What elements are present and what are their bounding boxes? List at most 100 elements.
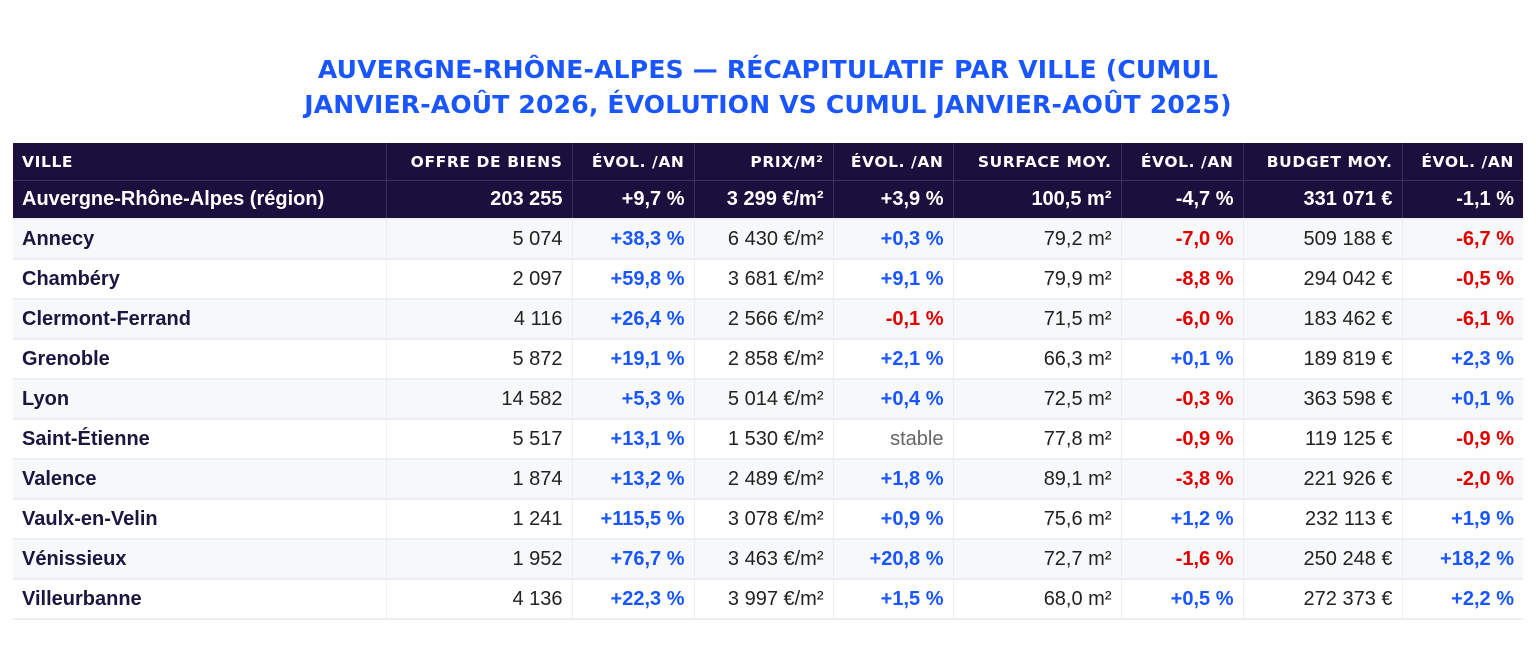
cell-ville: Grenoble — [13, 339, 387, 380]
cell-evol-offre: +26,4 % — [572, 299, 695, 340]
table-row: Vénissieux 1 952 +76,7 % 3 463 €/m² +20,8 % 7… — [13, 539, 1523, 580]
cell-offre: 1 241 — [386, 499, 573, 540]
cell-prix: 1 530 €/m² — [694, 419, 834, 460]
cell-evol-surface: -0,9 % — [1121, 419, 1244, 460]
cell-offre: 1 874 — [386, 459, 573, 500]
column-header-evol-surface: ÉVOL. /AN — [1121, 143, 1244, 181]
cell-evol-budget: +0,1 % — [1402, 379, 1523, 420]
cell-surface: 71,5 m² — [953, 299, 1122, 340]
cell-evol-surface: -4,7 % — [1121, 180, 1244, 220]
cell-offre: 14 582 — [386, 379, 573, 420]
column-header-offre: OFFRE DE BIENS — [386, 143, 573, 181]
cell-prix: 5 014 €/m² — [694, 379, 834, 420]
cell-ville: Valence — [13, 459, 387, 500]
cell-offre: 1 952 — [386, 539, 573, 580]
cell-prix: 3 681 €/m² — [694, 259, 834, 300]
cell-evol-surface: -6,0 % — [1121, 299, 1244, 340]
cell-offre: 5 074 — [386, 219, 573, 260]
cell-evol-surface: +0,5 % — [1121, 579, 1244, 620]
table-row: Clermont-Ferrand 4 116 +26,4 % 2 566 €/m² -0… — [13, 299, 1523, 340]
cell-budget: 119 125 € — [1243, 419, 1403, 460]
cell-evol-offre: +9,7 % — [572, 180, 695, 220]
cell-evol-prix: +2,1 % — [833, 339, 954, 380]
table-row: Vaulx-en-Velin 1 241 +115,5 % 3 078 €/m² +0,… — [13, 499, 1523, 540]
cell-surface: 72,7 m² — [953, 539, 1122, 580]
cell-surface: 100,5 m² — [953, 180, 1122, 220]
cell-evol-prix: +0,9 % — [833, 499, 954, 540]
cell-evol-surface: +1,2 % — [1121, 499, 1244, 540]
cell-budget: 331 071 € — [1243, 180, 1403, 220]
cell-budget: 509 188 € — [1243, 219, 1403, 260]
cell-evol-budget: -6,1 % — [1402, 299, 1523, 340]
header-row: VILLE OFFRE DE BIENS ÉVOL. /AN PRIX/M² É… — [13, 143, 1523, 181]
cell-evol-surface: -7,0 % — [1121, 219, 1244, 260]
column-header-ville: VILLE — [13, 143, 387, 181]
cell-evol-budget: +2,2 % — [1402, 579, 1523, 620]
cell-evol-offre: +76,7 % — [572, 539, 695, 580]
cell-ville: Chambéry — [13, 259, 387, 300]
cell-surface: 79,2 m² — [953, 219, 1122, 260]
cell-evol-surface: -8,8 % — [1121, 259, 1244, 300]
cell-ville: Lyon — [13, 379, 387, 420]
cell-evol-offre: +59,8 % — [572, 259, 695, 300]
cell-prix: 3 078 €/m² — [694, 499, 834, 540]
cell-ville: Vénissieux — [13, 539, 387, 580]
cell-prix: 3 997 €/m² — [694, 579, 834, 620]
cell-evol-surface: -1,6 % — [1121, 539, 1244, 580]
region-row: Auvergne-Rhône-Alpes (région) 203 255 +9,7… — [13, 180, 1523, 220]
city-summary-table: VILLE OFFRE DE BIENS ÉVOL. /AN PRIX/M² É… — [13, 143, 1523, 620]
column-header-evol-offre: ÉVOL. /AN — [572, 143, 695, 181]
cell-evol-budget: +2,3 % — [1402, 339, 1523, 380]
cell-evol-budget: +1,9 % — [1402, 499, 1523, 540]
cell-evol-offre: +5,3 % — [572, 379, 695, 420]
cell-ville: Villeurbanne — [13, 579, 387, 620]
cell-budget: 363 598 € — [1243, 379, 1403, 420]
cell-evol-prix: -0,1 % — [833, 299, 954, 340]
cell-evol-prix: +1,8 % — [833, 459, 954, 500]
cell-budget: 250 248 € — [1243, 539, 1403, 580]
cell-budget: 232 113 € — [1243, 499, 1403, 540]
cell-offre: 4 116 — [386, 299, 573, 340]
cell-evol-offre: +38,3 % — [572, 219, 695, 260]
cell-offre: 2 097 — [386, 259, 573, 300]
cell-offre: 203 255 — [386, 180, 573, 220]
cell-evol-budget: -0,9 % — [1402, 419, 1523, 460]
cell-evol-offre: +22,3 % — [572, 579, 695, 620]
cell-surface: 72,5 m² — [953, 379, 1122, 420]
cell-surface: 68,0 m² — [953, 579, 1122, 620]
cell-evol-prix: +0,4 % — [833, 379, 954, 420]
cell-ville: Saint-Étienne — [13, 419, 387, 460]
cell-evol-offre: +13,1 % — [572, 419, 695, 460]
cell-budget: 183 462 € — [1243, 299, 1403, 340]
cell-evol-prix: stable — [833, 419, 954, 460]
cell-evol-budget: +18,2 % — [1402, 539, 1523, 580]
table-row: Villeurbanne 4 136 +22,3 % 3 997 €/m² +1,5 %… — [13, 579, 1523, 620]
cell-ville: Clermont-Ferrand — [13, 299, 387, 340]
cell-offre: 5 872 — [386, 339, 573, 380]
cell-budget: 221 926 € — [1243, 459, 1403, 500]
cell-budget: 189 819 € — [1243, 339, 1403, 380]
cell-evol-budget: -2,0 % — [1402, 459, 1523, 500]
cell-surface: 79,9 m² — [953, 259, 1122, 300]
table-row: Annecy 5 074 +38,3 % 6 430 €/m² +0,3 % 79,2 m… — [13, 219, 1523, 260]
table-row: Valence 1 874 +13,2 % 2 489 €/m² +1,8 % 89,1 … — [13, 459, 1523, 500]
cell-surface: 66,3 m² — [953, 339, 1122, 380]
column-header-budget: BUDGET MOY. — [1243, 143, 1403, 181]
cell-surface: 75,6 m² — [953, 499, 1122, 540]
cell-ville: Auvergne-Rhône-Alpes (région) — [13, 180, 387, 220]
cell-surface: 77,8 m² — [953, 419, 1122, 460]
table-row: Chambéry 2 097 +59,8 % 3 681 €/m² +9,1 % 79,9… — [13, 259, 1523, 300]
column-header-surface: SURFACE MOY. — [953, 143, 1122, 181]
cell-ville: Vaulx-en-Velin — [13, 499, 387, 540]
cell-prix: 2 566 €/m² — [694, 299, 834, 340]
cell-prix: 6 430 €/m² — [694, 219, 834, 260]
cell-offre: 4 136 — [386, 579, 573, 620]
table-row: Saint-Étienne 5 517 +13,1 % 1 530 €/m² stabl… — [13, 419, 1523, 460]
table-title-line-2: JANVIER-AOÛT 2026, ÉVOLUTION VS CUMUL JA… — [304, 90, 1232, 119]
table-body: Auvergne-Rhône-Alpes (région) 203 255 +9,7… — [13, 180, 1523, 620]
cell-prix: 2 489 €/m² — [694, 459, 834, 500]
cell-budget: 272 373 € — [1243, 579, 1403, 620]
cell-offre: 5 517 — [386, 419, 573, 460]
column-header-prix: PRIX/M² — [694, 143, 834, 181]
cell-prix: 2 858 €/m² — [694, 339, 834, 380]
